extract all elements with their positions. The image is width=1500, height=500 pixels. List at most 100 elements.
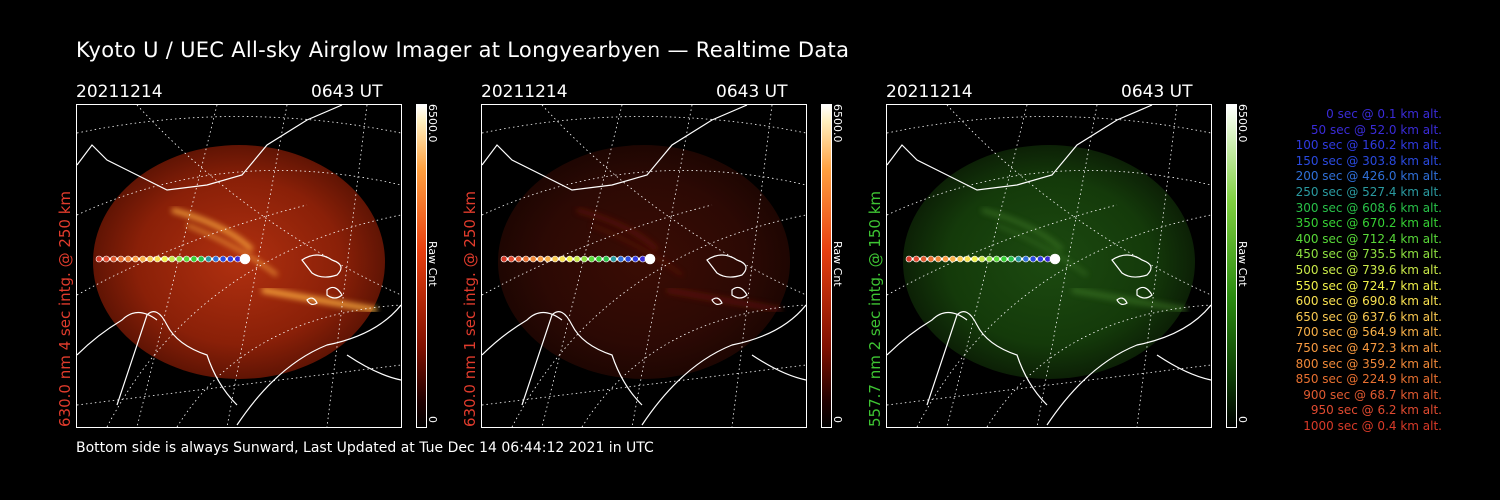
- legend-item: 750 sec @ 472.3 km alt.: [1295, 340, 1442, 355]
- panel-wavelength-label: 557.7 nm 2 sec intg. @ 150 km: [866, 190, 884, 427]
- grid-line: [946, 105, 1028, 427]
- legend-item: 150 sec @ 303.8 km alt.: [1295, 153, 1442, 168]
- colorbar-max-label: 6500.0: [1236, 104, 1249, 143]
- trajectory-marker: [934, 255, 942, 263]
- trajectory-marker: [644, 253, 656, 265]
- trajectory-marker: [1037, 255, 1044, 263]
- legend-item: 350 sec @ 670.2 km alt.: [1295, 216, 1442, 231]
- legend-item: 800 sec @ 359.2 km alt.: [1295, 356, 1442, 371]
- trajectory-marker: [588, 255, 595, 263]
- trajectory-marker: [602, 255, 610, 263]
- grid-line: [887, 364, 1211, 406]
- colorbar-unit-label: Raw Cnt: [831, 241, 844, 287]
- aurora-arc: [591, 223, 683, 277]
- trajectory-marker: [912, 255, 920, 263]
- aurora-arc: [261, 287, 378, 313]
- colorbar-unit-label: Raw Cnt: [426, 241, 439, 287]
- trajectory-marker: [102, 255, 110, 263]
- grid-line: [482, 170, 806, 216]
- panel-date: 20211214: [886, 82, 973, 102]
- trajectory-marker: [581, 255, 588, 263]
- grid-line: [176, 304, 401, 427]
- allsky-image: [886, 104, 1212, 428]
- coastline: [1111, 254, 1152, 278]
- trajectory-marker: [1029, 255, 1037, 263]
- legend-item: 200 sec @ 426.0 km alt.: [1295, 169, 1442, 184]
- trajectory-marker: [183, 255, 190, 263]
- coastline: [706, 254, 747, 278]
- legend-item: 400 sec @ 712.4 km alt.: [1295, 231, 1442, 246]
- trajectory-marker: [949, 255, 957, 263]
- trajectory-marker: [978, 255, 986, 263]
- trajectory-marker: [1022, 255, 1030, 263]
- trajectory-marker: [1015, 255, 1022, 263]
- trajectory-marker: [110, 255, 117, 263]
- trajectory-marker: [154, 255, 161, 263]
- trajectory-marker: [964, 255, 971, 263]
- grid-line: [1036, 105, 1098, 427]
- trajectory-marker: [500, 255, 508, 263]
- trajectory-marker: [956, 255, 964, 263]
- coastline: [641, 304, 806, 426]
- coastline: [887, 311, 968, 356]
- coastline: [1156, 354, 1211, 381]
- coastline: [1116, 297, 1128, 306]
- legend-item: 450 sec @ 735.5 km alt.: [1295, 247, 1442, 262]
- coastline: [926, 311, 1048, 406]
- trajectory-marker: [559, 255, 566, 263]
- trajectory-marker: [610, 255, 617, 263]
- coastline: [306, 297, 318, 306]
- legend-item: 950 sec @ 6.2 km alt.: [1310, 403, 1442, 418]
- coastline: [301, 254, 342, 278]
- trajectory-marker: [522, 255, 530, 263]
- aurora-arc: [666, 287, 783, 313]
- trajectory-marker: [1007, 255, 1015, 263]
- legend-item: 1000 sec @ 0.4 km alt.: [1303, 418, 1442, 433]
- panel-wavelength-label: 630.0 nm 1 sec intg. @ 250 km: [461, 190, 479, 427]
- grid-line: [482, 364, 806, 406]
- panel-5577nm-2s: 20211214 0643 UT 557.7 nm 2 sec intg. @ …: [866, 82, 1336, 432]
- trajectory-marker: [212, 255, 220, 263]
- trajectory-marker: [197, 255, 205, 263]
- grid-line: [226, 105, 288, 427]
- trajectory-marker: [95, 255, 103, 263]
- trajectory-marker: [566, 255, 573, 263]
- coastline: [887, 105, 1153, 191]
- trajectory-marker: [624, 255, 632, 263]
- colorbar-min-label: 0: [426, 416, 439, 423]
- trajectory-marker: [168, 255, 176, 263]
- grid-line: [887, 204, 1118, 296]
- panel-time: 0643 UT: [716, 82, 788, 102]
- trajectory-marker: [1000, 255, 1008, 263]
- colorbar-min-label: 0: [831, 416, 844, 423]
- trajectory-marker: [986, 255, 993, 263]
- panel-time: 0643 UT: [1121, 82, 1193, 102]
- colorbar-unit-label: Raw Cnt: [1236, 241, 1249, 287]
- legend-item: 900 sec @ 68.7 km alt.: [1303, 387, 1442, 402]
- coastline: [482, 311, 563, 356]
- legend-item: 300 sec @ 608.6 km alt.: [1295, 200, 1442, 215]
- legend-item: 700 sec @ 564.9 km alt.: [1295, 325, 1442, 340]
- aurora-arc: [171, 207, 254, 252]
- trajectory-marker: [239, 253, 251, 265]
- trajectory-marker: [139, 255, 147, 263]
- aurora-arc: [996, 223, 1088, 277]
- footer-note: Bottom side is always Sunward, Last Upda…: [76, 440, 654, 456]
- grid-line: [77, 116, 401, 134]
- coastline: [731, 286, 748, 299]
- legend-item: 250 sec @ 527.4 km alt.: [1295, 184, 1442, 199]
- allsky-image: [76, 104, 402, 428]
- trajectory-marker: [1049, 253, 1061, 265]
- trajectory-marker: [632, 255, 639, 263]
- grid-line: [511, 214, 806, 427]
- trajectory-marker: [537, 255, 544, 263]
- grid-line: [887, 116, 1211, 134]
- aurora-arc: [981, 207, 1064, 252]
- trajectory-marker: [617, 255, 625, 263]
- coastline: [1136, 286, 1153, 299]
- trajectory-marker: [573, 255, 581, 263]
- panel-date: 20211214: [481, 82, 568, 102]
- panel-wavelength-label: 630.0 nm 4 sec intg. @ 250 km: [56, 190, 74, 427]
- grid-line: [581, 304, 806, 427]
- colorbar-max-label: 6500.0: [831, 104, 844, 143]
